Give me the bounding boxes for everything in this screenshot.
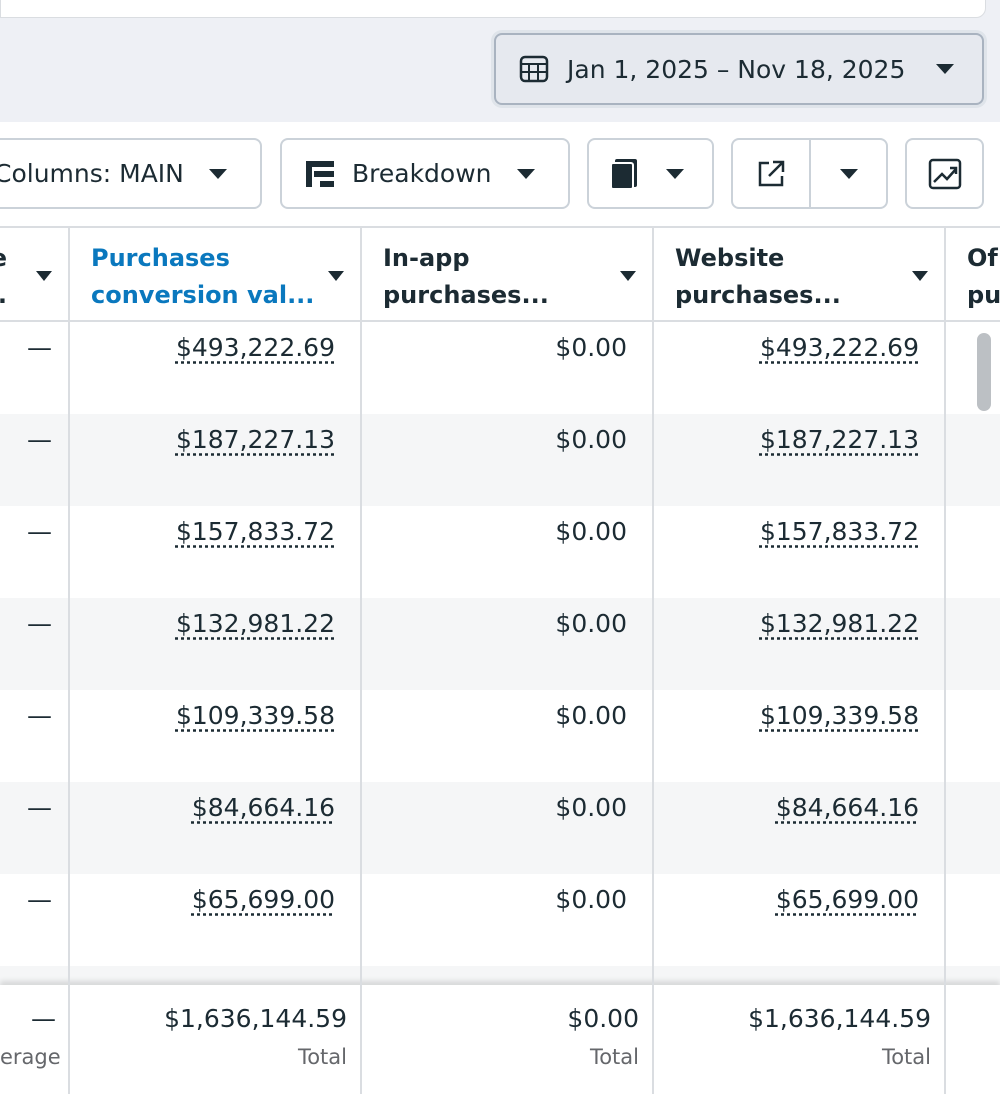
row-bg <box>0 506 1000 598</box>
column-divider <box>360 227 362 1094</box>
cell-text: — <box>27 885 52 914</box>
cell-value: $0.00 <box>555 701 627 730</box>
column-header[interactable]: Website <box>675 244 785 272</box>
column-divider <box>944 227 946 1094</box>
row-bg <box>0 690 1000 782</box>
cell-value[interactable]: $187,227.13 <box>175 425 335 454</box>
column-header[interactable]: Purchases <box>91 244 230 272</box>
table-top-border <box>0 226 1000 228</box>
date-range: Jan 1, 2025 – Nov 18, 2025 <box>567 54 906 84</box>
breakdown-button[interactable]: Breakdown <box>280 138 570 209</box>
breakdown-icon <box>306 160 334 187</box>
cell-text: — <box>27 333 52 362</box>
caret <box>840 168 858 179</box>
sort-caret[interactable] <box>327 270 345 282</box>
cell-value: $0.00 <box>555 425 627 454</box>
date-picker[interactable]: Jan 1, 2025 – Nov 18, 2025 <box>494 33 984 105</box>
cell-value[interactable]: $84,664.16 <box>775 793 919 822</box>
cell-value[interactable]: $109,339.58 <box>759 701 919 730</box>
column-header[interactable]: purchases... <box>675 281 841 309</box>
breakdown-label: Breakdown <box>352 159 492 188</box>
column-header[interactable]: conversion val... <box>91 281 315 309</box>
export-button[interactable] <box>731 138 888 209</box>
cell-text: — <box>27 701 52 730</box>
column-header[interactable]: e <box>0 240 7 276</box>
cell-value[interactable]: $187,227.13 <box>759 425 919 454</box>
row-bg <box>0 874 1000 966</box>
cell-value[interactable]: $493,222.69 <box>759 333 919 362</box>
cell-value[interactable]: $493,222.69 <box>175 333 335 362</box>
footer-label: Total <box>881 1045 931 1069</box>
caret <box>208 168 227 179</box>
caret <box>516 168 535 179</box>
cell-value[interactable]: $157,833.72 <box>759 517 919 546</box>
footer-label: Total <box>297 1045 347 1069</box>
top-card <box>0 0 986 18</box>
cell-value[interactable]: $132,981.22 <box>759 609 919 638</box>
reports-icon <box>610 158 637 190</box>
cell-value[interactable]: $132,981.22 <box>175 609 335 638</box>
row-bg <box>0 598 1000 690</box>
scrollbar <box>977 333 991 411</box>
footer-value: — <box>31 1004 56 1033</box>
column-header[interactable]: . <box>0 277 7 313</box>
footer-bg <box>0 985 1000 1094</box>
column-header[interactable]: In-app <box>383 244 470 272</box>
column-header[interactable]: pu <box>967 281 1000 309</box>
footer-value: $0.00 <box>567 1004 639 1033</box>
caret <box>666 168 684 179</box>
chart-icon <box>928 158 961 189</box>
calendar-icon <box>519 55 549 83</box>
export-icon <box>758 160 785 186</box>
column-header[interactable]: Of <box>967 244 998 272</box>
cell-value: $0.00 <box>555 793 627 822</box>
header-bottom-border <box>0 320 1000 322</box>
footer-label: erage <box>0 1045 61 1069</box>
row-bg <box>0 414 1000 506</box>
column-divider <box>68 227 70 1094</box>
cell-value: $0.00 <box>555 333 627 362</box>
footer-value: $1,636,144.59 <box>748 1004 931 1033</box>
sort-caret[interactable] <box>35 270 53 282</box>
chart-button[interactable] <box>905 138 984 209</box>
cell-text: — <box>27 793 52 822</box>
cell-value: $0.00 <box>555 609 627 638</box>
columns-button[interactable]: Columns: MAIN <box>0 138 262 209</box>
reports-button[interactable] <box>587 138 714 209</box>
row-bg <box>0 322 1000 414</box>
cell-value: $0.00 <box>555 517 627 546</box>
sort-caret[interactable] <box>911 270 929 282</box>
cell-text: — <box>27 425 52 454</box>
cell-value[interactable]: $65,699.00 <box>191 885 335 914</box>
cell-value[interactable]: $84,664.16 <box>191 793 335 822</box>
sort-caret[interactable] <box>619 270 637 282</box>
row-bg <box>0 782 1000 874</box>
cell-text: — <box>27 609 52 638</box>
cell-value: $0.00 <box>555 885 627 914</box>
cell-value[interactable]: $65,699.00 <box>775 885 919 914</box>
footer-value: $1,636,144.59 <box>164 1004 347 1033</box>
columns-label: Columns: MAIN <box>0 159 184 188</box>
caret <box>936 64 955 74</box>
footer-label: Total <box>589 1045 639 1069</box>
column-divider <box>652 227 654 1094</box>
row-bg <box>0 966 1000 985</box>
column-header[interactable]: purchases... <box>383 281 549 309</box>
cell-text: — <box>27 517 52 546</box>
cell-value[interactable]: $157,833.72 <box>175 517 335 546</box>
cell-value[interactable]: $109,339.58 <box>175 701 335 730</box>
